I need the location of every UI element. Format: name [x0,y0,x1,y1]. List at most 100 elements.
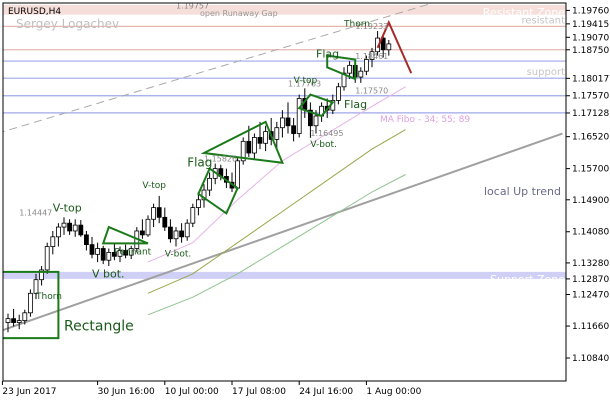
pattern-annotation: Thorn [35,292,62,302]
candle-body [386,43,392,51]
candle-body [112,252,117,257]
candle-body [279,117,285,129]
resistance-zone-label: Resistant Zone [483,6,566,19]
support-zone [3,271,566,279]
candle-body [257,137,263,144]
author-label: Sergey Logachev [16,17,119,31]
gap-label: open Runaway Gap [200,9,278,18]
candle-body [67,222,72,232]
time-tick-label: 24 Jul 16:00 [299,387,353,397]
candle-body [50,236,56,247]
candle-body [190,207,196,224]
candle-body [27,292,33,314]
price-tick-label: 1.12870 [572,275,609,285]
candle-body [167,226,173,240]
candle-body [291,125,297,134]
candle-body [240,140,246,162]
pattern-annotation: Flag [187,156,212,170]
candle-body [246,140,252,154]
candle-body [95,248,100,255]
pattern-annotation: V-bot. [310,140,337,150]
candle-body [179,230,185,238]
candle-body [307,109,313,127]
price-label: 1.15826 [204,155,237,164]
candle-body [296,98,302,134]
moving-average-2 [147,129,406,294]
pennant-pattern [101,225,149,245]
candle-body [78,224,84,236]
candles-layer [5,31,392,333]
price-axis: 1.19760 1.19415 1.19070 1.18750 1.18017 1.175… [566,6,609,364]
pattern-annotation: Pennant [114,247,151,257]
candle-body [145,218,151,236]
candle-body [195,199,201,208]
price-tick-label: 1.12470 [572,290,609,300]
candle-body [173,230,179,240]
candle-body [89,244,95,255]
candle-body [33,279,39,294]
candle-body [44,246,50,271]
candle-body [201,189,207,201]
price-label: 1.18461 [355,52,388,61]
price-tick-label: 1.18750 [572,46,609,56]
price-tick-label: 1.19760 [572,6,609,16]
price-tick-label: 1.18017 [572,74,609,84]
candle-body [162,216,168,228]
time-tick-label: 23 Jun 2017 [2,387,56,397]
candle-body [251,137,257,154]
candle-body [347,64,353,74]
support-line-label: support [527,67,565,78]
candle-body [139,230,145,236]
pattern-annotation: V-top [294,76,318,86]
price-tick-label: 1.16520 [572,133,609,143]
candle-body [5,318,11,323]
candle-body [369,51,375,60]
candle-body [274,127,280,140]
pattern-annotation: Flag [316,48,339,61]
candle-body [313,115,319,127]
candle-body [363,59,369,72]
candle-body [117,250,123,257]
local-up-trend-line [3,132,563,332]
pattern-annotation: Rectangle [64,318,134,334]
candle-body [72,224,78,232]
flag-mid-pattern [197,167,239,215]
price-tick-label: 1.17570 [572,92,609,102]
trend-lines-layer [3,3,563,332]
price-tick-label: 1.19070 [572,33,609,43]
patterns-layer [3,20,413,340]
annotation-labels-layer: 1.19233 1.18461 1.17570 1.17763 1.16495 1.158… [19,1,388,334]
candle-body [22,312,28,321]
price-label: 1.16495 [310,129,343,138]
price-label: 1.19757 [176,1,209,10]
plot-frame [2,2,567,382]
candle-body [341,72,347,88]
local-up-trend-label: local Up trend [484,185,561,198]
price-tick-label: 1.10840 [572,354,609,364]
candle-body [380,37,386,51]
moving-average-3 [147,174,406,316]
time-axis: 23 Jun 2017 30 Jun 16:00 10 Jul 00:00 17 Ju… [1,381,422,397]
v-top-triangle-pattern [200,120,284,165]
candle-body [151,207,157,220]
support-zone-label: Support Zone [490,273,565,286]
candle-body [61,222,67,228]
price-label: 1.14447 [19,208,52,217]
time-tick-label: 30 Jun 16:00 [98,387,155,397]
candle-body [235,160,241,189]
candle-body [16,320,22,323]
candle-body [335,86,341,101]
resistant-line-label: resistant [521,15,565,26]
resistance-zone [3,4,566,15]
pattern-annotation: V bot. [92,268,125,281]
forecast-path [376,20,413,74]
pattern-annotation: V-bot. [165,249,192,259]
price-label: 1.17763 [288,79,321,88]
candle-body [56,226,61,238]
pattern-annotation: V-top [53,201,82,214]
axes-layer [2,2,567,382]
flag-upper-pattern [326,54,357,81]
upper-channel-line [3,3,435,133]
flag-small-pattern [297,93,335,118]
